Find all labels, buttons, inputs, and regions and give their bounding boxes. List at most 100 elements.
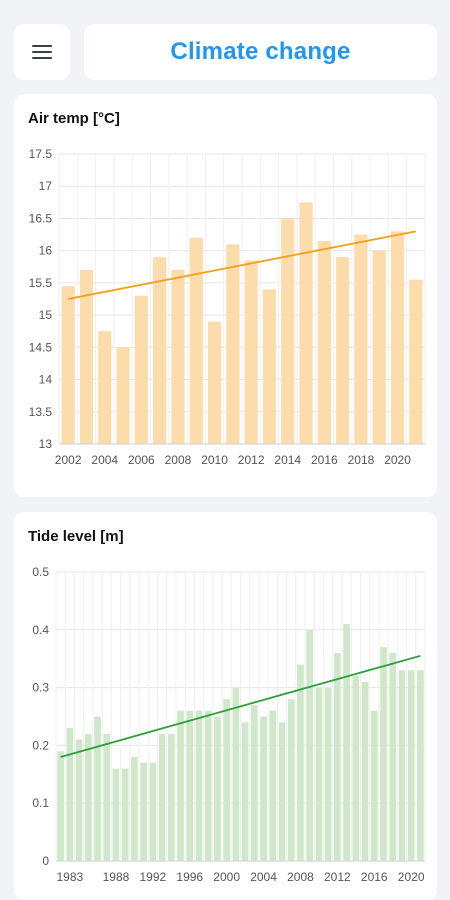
bar	[354, 234, 368, 444]
x-tick-label: 1996	[176, 870, 203, 884]
bar	[140, 762, 147, 861]
x-tick-label: 2002	[55, 453, 82, 467]
bar	[214, 716, 221, 861]
bar	[334, 652, 341, 861]
bar	[98, 331, 112, 444]
bar	[177, 710, 184, 861]
x-tick-label: 2004	[250, 870, 277, 884]
x-tick-label: 2020	[384, 453, 411, 467]
y-tick-label: 15.5	[29, 276, 53, 290]
y-tick-label: 13	[39, 437, 53, 451]
bar	[186, 710, 194, 861]
bar	[262, 289, 277, 444]
y-tick-label: 17	[39, 179, 53, 193]
page-title: Climate change	[170, 38, 351, 65]
bar	[390, 231, 405, 444]
bar	[317, 241, 331, 444]
x-tick-label: 2016	[311, 453, 338, 467]
bar	[223, 699, 230, 861]
bar	[207, 321, 222, 444]
x-tick-label: 1992	[140, 870, 167, 884]
x-tick-label: 2012	[324, 870, 351, 884]
bar	[94, 716, 101, 861]
y-tick-label: 0.4	[32, 623, 49, 637]
bar	[297, 664, 304, 861]
x-tick-label: 2008	[287, 870, 314, 884]
y-tick-label: 13.5	[29, 405, 53, 419]
x-tick-label: 2000	[213, 870, 240, 884]
bar	[389, 652, 397, 861]
y-tick-label: 0	[42, 854, 49, 868]
hamburger-menu-icon	[32, 45, 52, 59]
bar	[134, 295, 148, 444]
bar	[149, 762, 157, 861]
y-tick-label: 17.5	[29, 147, 53, 161]
bar	[306, 629, 314, 861]
bar	[204, 710, 212, 861]
bar	[260, 716, 267, 861]
y-tick-label: 14	[39, 373, 53, 387]
x-tick-label: 2004	[91, 453, 118, 467]
bar	[324, 687, 332, 861]
x-tick-label: 2012	[238, 453, 265, 467]
chart-title: Air temp [°C]	[28, 110, 120, 127]
bar	[352, 676, 360, 861]
bar	[153, 257, 167, 444]
bar	[281, 218, 295, 444]
y-tick-label: 16.5	[29, 211, 53, 225]
menu-button[interactable]	[14, 24, 70, 80]
bar	[158, 733, 166, 861]
y-tick-label: 0.3	[32, 681, 49, 695]
y-tick-label: 14.5	[29, 340, 53, 354]
bar	[66, 728, 74, 861]
y-tick-label: 0.1	[32, 796, 49, 810]
bar	[79, 270, 94, 444]
bar	[398, 670, 406, 861]
bar	[167, 733, 175, 861]
bar	[112, 768, 120, 861]
bar	[336, 257, 350, 444]
bar	[343, 624, 350, 861]
bar	[131, 756, 138, 861]
bar	[57, 751, 64, 861]
bar	[361, 681, 369, 861]
bar	[269, 710, 277, 861]
x-tick-label: 2008	[165, 453, 192, 467]
bar	[116, 347, 130, 444]
x-tick-label: 1988	[103, 870, 130, 884]
trend-line	[67, 230, 417, 300]
tide-level-chart: 0 0.1 0.2 0.3 0.4 0.5 1983 1988 1992 1996 2000 2004…	[32, 565, 426, 884]
bar	[244, 260, 258, 444]
bar	[103, 733, 111, 861]
trend-line	[60, 654, 421, 758]
bar	[121, 768, 129, 861]
bar	[372, 250, 386, 444]
tide-level-card: Tide level [m] 0 0.1 0.2 0.3 0.4 0.5 1983 1988 1…	[14, 512, 437, 900]
bar	[407, 670, 415, 861]
chart-title: Tide level [m]	[28, 528, 124, 545]
bar	[84, 733, 92, 861]
bar	[61, 286, 75, 444]
x-tick-label: 2020	[398, 870, 425, 884]
bar	[315, 687, 323, 861]
bar	[278, 722, 286, 861]
x-tick-label: 2006	[128, 453, 155, 467]
y-tick-label: 15	[39, 308, 53, 322]
bar	[241, 722, 249, 861]
air-temp-chart: 13 13.5 14 14.5 15 15.5 16 16.5 17 17.5 2002 2004 20…	[29, 147, 426, 467]
y-tick-label: 16	[39, 244, 53, 258]
x-tick-label: 2016	[361, 870, 388, 884]
bar	[299, 202, 313, 444]
y-tick-label: 0.5	[32, 565, 49, 579]
air-temp-card: Air temp [°C] 13 13.5 14 14.5 15 15.5 16 16.5 17…	[14, 94, 437, 497]
bar	[380, 647, 387, 861]
bar	[417, 670, 424, 861]
x-tick-label: 2018	[348, 453, 375, 467]
bar	[75, 739, 83, 861]
bar	[189, 237, 203, 444]
bar	[370, 710, 378, 861]
bar	[232, 687, 240, 861]
bar	[171, 270, 185, 444]
bar	[409, 279, 423, 444]
header-title-box: Climate change	[84, 24, 437, 80]
